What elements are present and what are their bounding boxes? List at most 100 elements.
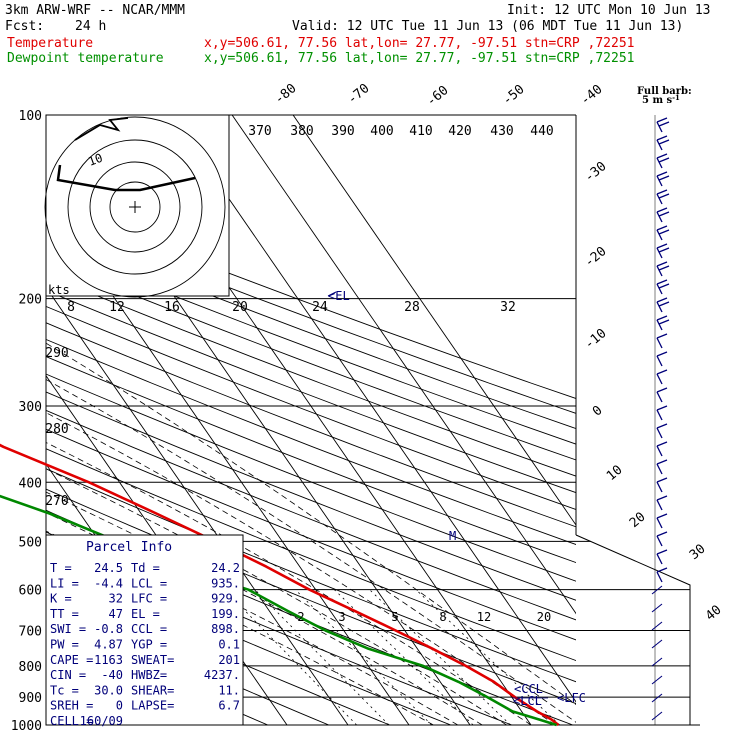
wind-barb — [656, 423, 668, 439]
wind-barb — [656, 189, 670, 205]
wind-barb — [656, 531, 668, 547]
wind-barb — [656, 351, 668, 367]
init-time: Init: 12 UTC Mon 10 Jun 13 — [507, 3, 711, 18]
isotherm-label: -20 — [582, 244, 610, 271]
pressure-label: 200 — [19, 293, 42, 308]
isotherm — [231, 115, 576, 615]
mixing-ratio-line — [334, 589, 474, 725]
dewpoint-location: x,y=506.61, 77.56 lat,lon= 27.77, -97.51… — [204, 51, 634, 66]
theta-label: 410 — [409, 124, 432, 139]
parcel-info-cell: 898. — [211, 622, 240, 636]
isotherm-label: 20 — [627, 510, 649, 532]
wind-barb — [656, 513, 668, 529]
parcel-info-cell: LCL = — [131, 576, 167, 590]
moist-adiabat — [46, 378, 576, 723]
parcel-info-cell: LI = — [50, 576, 79, 590]
wind-barb — [656, 459, 668, 475]
hodograph-ring — [67, 139, 203, 275]
mixing-ratio-label: 2 — [297, 610, 304, 624]
hodograph-ring — [44, 116, 226, 298]
hodograph-speed-label: 24 — [312, 300, 328, 315]
isotherm-label: -70 — [345, 81, 373, 108]
mixing-ratio-label: 20 — [537, 610, 551, 624]
dry-adiabat — [46, 577, 390, 725]
dry-adiabat — [46, 338, 576, 545]
isotherm-label: -50 — [500, 82, 528, 109]
hodograph-speed-label: 8 — [67, 300, 75, 315]
dry-adiabat — [46, 229, 576, 430]
parcel-info-cell: 47 — [109, 607, 123, 621]
parcel-info-cell: Td = — [131, 561, 160, 575]
isotherm-label: 10 — [604, 463, 626, 485]
parcel-info-cell: 4237. — [204, 668, 240, 682]
pressure-label: 500 — [19, 535, 42, 550]
hodograph-speed-label: 28 — [404, 300, 420, 315]
wind-barb — [651, 657, 663, 667]
parcel-info-cell: 199. — [211, 607, 240, 621]
dry-adiabat — [46, 373, 576, 582]
el-marker — [327, 291, 337, 297]
parcel-info-cell: EL = — [131, 607, 160, 621]
dry-adiabat — [46, 259, 576, 461]
dewpoint-legend: Dewpoint temperature — [7, 51, 164, 66]
wind-barb — [656, 207, 670, 223]
parcel-info-cell: LFC = — [131, 592, 167, 606]
hodograph-speed-label: 20 — [232, 300, 248, 315]
pressure-label: 400 — [19, 476, 42, 491]
hodograph-ring-label: 10 — [86, 151, 104, 169]
parcel-info-cell: 1163 — [94, 653, 123, 667]
hodograph-speed-label: 16 — [164, 300, 180, 315]
parcel-info-cell: 935. — [211, 576, 240, 590]
parcel-info-cell: CCL = — [131, 622, 167, 636]
parcel-info-cell: -40 — [101, 668, 123, 682]
parcel-info-box — [45, 534, 244, 726]
isotherm-label: -10 — [582, 326, 610, 353]
frame-right-lower — [575, 534, 691, 725]
mixing-ratio-label: 5 — [391, 610, 398, 624]
parcel-info-cell: YGP = — [131, 638, 167, 652]
parcel-info-cell: 0 — [116, 699, 123, 713]
wind-barb — [656, 405, 668, 421]
lcl-label: <LCL — [513, 694, 542, 708]
parcel-info-cell: TT = — [50, 607, 79, 621]
mixing-ratio-line — [254, 589, 390, 725]
hodograph-speed-label: 32 — [500, 300, 516, 315]
parcel-info-cell: SHEAR= — [131, 683, 174, 697]
forecast-hour: 24 h — [75, 19, 106, 34]
model-title: 3km ARW-WRF -- NCAR/MMM — [5, 3, 185, 18]
pressure-label: 800 — [19, 660, 42, 675]
wind-barb — [656, 369, 668, 385]
parcel-info-cell: 32 — [109, 592, 123, 606]
parcel-info-cell: -0.8 — [94, 622, 123, 636]
valid-time: Valid: 12 UTC Tue 11 Jun 13 (06 MDT Tue … — [292, 19, 683, 34]
barb-legend-value: 5 m s-1 — [642, 93, 680, 106]
isotherm-label: -30 — [582, 159, 610, 186]
ccl-label: <CCL — [514, 682, 543, 696]
wind-barb — [656, 333, 668, 349]
max-wind-label: M — [449, 529, 456, 543]
dry-adiabat — [46, 409, 576, 621]
parcel-info-cell: CAPE = — [50, 653, 93, 667]
dewpoint-line — [0, 494, 557, 727]
dry-adiabat — [46, 428, 576, 641]
isotherm-label: -60 — [424, 83, 452, 110]
theta-label: 430 — [490, 124, 513, 139]
mixing-ratio-line — [224, 589, 357, 725]
parcel-info-cell: 30.0 — [94, 683, 123, 697]
parcel-info-cell: LAPSE= — [131, 699, 174, 713]
pressure-label: 1000 — [11, 719, 42, 734]
theta-label: 380 — [290, 124, 313, 139]
wind-barb — [656, 441, 668, 457]
theta-label: 390 — [331, 124, 354, 139]
parcel-info-cell: HWBZ= — [131, 668, 167, 682]
theta-label: 420 — [448, 124, 471, 139]
el-label: <EL — [328, 289, 350, 303]
parcel-info-cell: K = — [50, 592, 72, 606]
parcel-info-cell: PW = — [50, 638, 79, 652]
dry-adiabat — [46, 468, 576, 683]
theta-e-label: 290 — [45, 346, 68, 361]
parcel-info-cell: 6.7 — [218, 699, 240, 713]
parcel-info-table: Parcel Info T = 24.5 Td = 24.2 LI = -4.4 LCL = 9… — [45, 534, 244, 728]
parcel-info-cell: 929. — [211, 592, 240, 606]
parcel-info-title: Parcel Info — [86, 540, 172, 555]
